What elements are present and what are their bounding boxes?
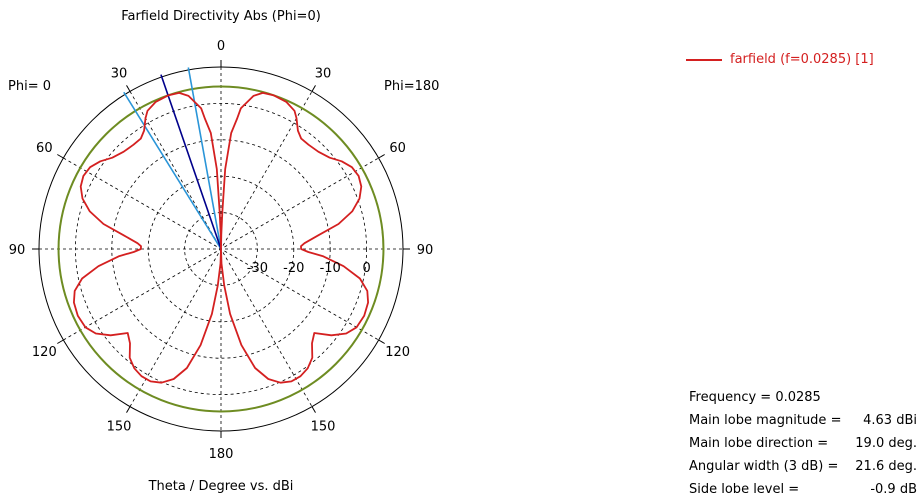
angle-tick-label: 30	[111, 66, 128, 81]
angle-tick-label: 150	[107, 420, 132, 435]
angle-tick-label: 180	[209, 447, 234, 462]
chart-title: Farfield Directivity Abs (Phi=0)	[121, 9, 321, 24]
outer-tick	[311, 85, 316, 92]
radial-tick-label: -10	[320, 261, 341, 276]
reference-layer	[57, 85, 385, 413]
pattern-layer	[73, 92, 369, 384]
angle-tick-label: 60	[389, 141, 406, 156]
angle-tick-label: 150	[311, 420, 336, 435]
legend-swatch	[686, 58, 722, 61]
legend: farfield (f=0.0285) [1]	[686, 52, 874, 67]
angle-tick-label: 30	[315, 66, 332, 81]
angle-tick-label: 0	[217, 39, 225, 54]
info-angular-width: Angular width (3 dB) = 21.6 deg.	[689, 459, 917, 474]
axis-label: Theta / Degree vs. dBi	[148, 479, 294, 494]
outer-tick	[126, 406, 131, 413]
angle-tick-label: 90	[9, 243, 26, 258]
radial-tick-label: 0	[362, 261, 370, 276]
info-side-lobe-level: Side lobe level = -0.9 dB	[689, 482, 917, 497]
outer-tick	[311, 406, 316, 413]
info-panel: Frequency = 0.0285 Main lobe magnitude =…	[689, 386, 917, 501]
info-main-lobe-magnitude: Main lobe magnitude = 4.63 dBi	[689, 413, 917, 428]
legend-label: farfield (f=0.0285) [1]	[730, 52, 874, 67]
outer-tick	[126, 85, 131, 92]
info-main-lobe-direction: Main lobe direction = 19.0 deg.	[689, 436, 917, 451]
angle-tick-label: 120	[32, 345, 57, 360]
angle-tick-label: 90	[417, 243, 434, 258]
angle-tick-label: 120	[385, 345, 410, 360]
pattern-series-line	[73, 92, 369, 384]
main-lobe-line	[160, 74, 222, 250]
angle-tick-label: 60	[36, 141, 53, 156]
reference-circle	[57, 85, 385, 413]
outer-tick	[57, 154, 64, 159]
lobe-lines-layer	[123, 67, 222, 250]
outer-tick	[378, 339, 385, 344]
tick-labels-layer: 0 30 60 90 120 150 180 30 60 90 120 150 -30 -20 -10 0	[9, 39, 434, 462]
radial-tick-label: -30	[247, 261, 268, 276]
phi-right-label: Phi=180	[384, 79, 439, 94]
beam-edge-line	[187, 67, 222, 250]
polar-chart: Farfield Directivity Abs (Phi=0) Phi= 0 …	[8, 9, 439, 494]
beam-edge-line	[123, 91, 222, 250]
phi-left-label: Phi= 0	[8, 79, 51, 94]
outer-tick	[57, 339, 64, 344]
radial-tick-label: -20	[283, 261, 304, 276]
info-frequency: Frequency = 0.0285	[689, 390, 821, 405]
outer-tick	[378, 154, 385, 159]
